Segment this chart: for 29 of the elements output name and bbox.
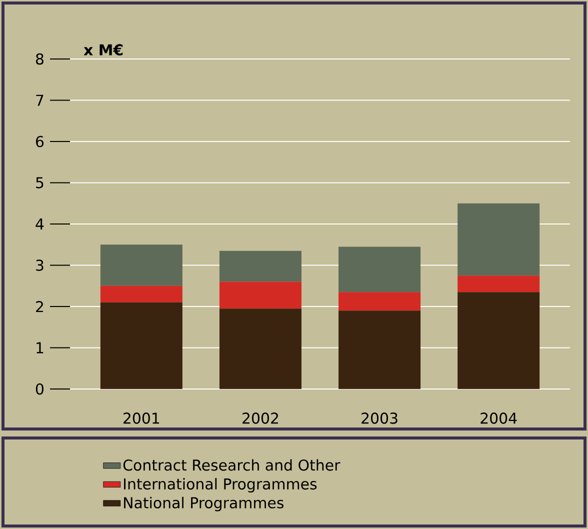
legend-label: National Programmes	[124, 496, 284, 512]
y-tick-label: 5	[36, 177, 44, 188]
x-tick-label: 2002	[242, 412, 278, 424]
bar	[458, 203, 540, 276]
y-tick-label: 8	[36, 53, 44, 65]
bar	[458, 276, 540, 292]
bar	[458, 292, 540, 389]
y-tick-label: 6	[36, 136, 44, 148]
bar	[219, 308, 302, 389]
x-tick-label: 2003	[362, 412, 398, 424]
y-tick-label: 2	[36, 300, 43, 312]
y-tick-label: 7	[36, 94, 44, 106]
y-tick-label: 4	[36, 218, 44, 230]
y-axis-title: x M€	[84, 44, 123, 56]
bar	[100, 302, 182, 389]
y-tick-label: 0	[36, 383, 44, 395]
bar	[219, 282, 302, 309]
y-tick-label: 3	[36, 260, 44, 271]
x-tick-label: 2001	[124, 412, 160, 424]
legend-label: International Programmes	[124, 478, 317, 492]
y-tick-label: 1	[36, 342, 44, 354]
bar	[338, 292, 421, 311]
bar	[338, 310, 421, 389]
x-tick-label: 2004	[480, 412, 517, 424]
bar	[100, 286, 182, 302]
bar	[100, 244, 182, 286]
bar	[219, 250, 302, 282]
bar	[338, 246, 421, 292]
legend-label: Contract Research and Other	[123, 459, 340, 471]
